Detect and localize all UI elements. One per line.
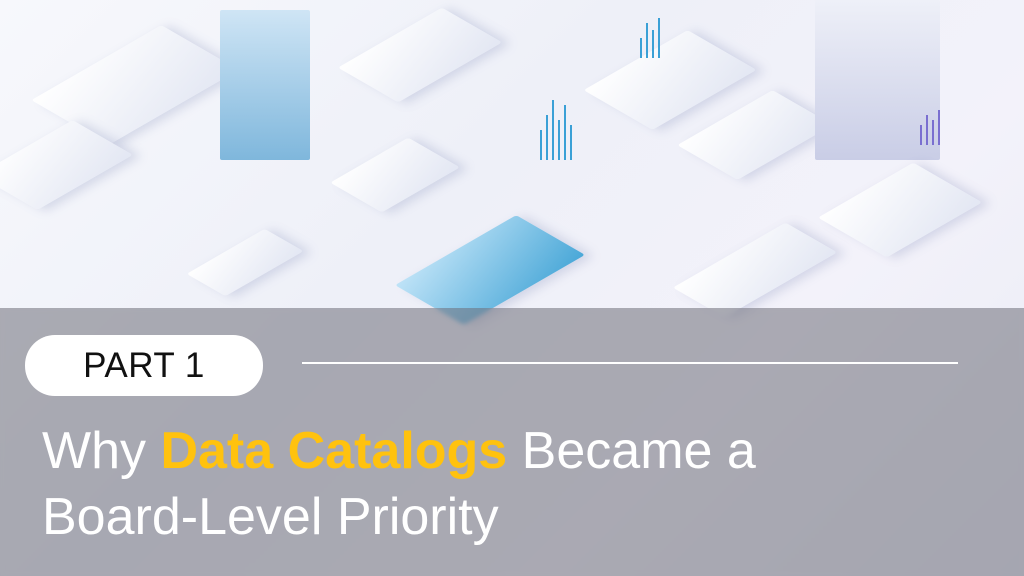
- bar-graphic: [920, 110, 940, 145]
- illustration-tile: [672, 222, 838, 318]
- illustration-panel: [815, 0, 940, 160]
- part-badge: PART 1: [25, 335, 263, 396]
- illustration-tile: [817, 162, 983, 258]
- divider-line: [302, 362, 958, 364]
- illustration-tile: [330, 137, 460, 213]
- part-label: PART 1: [83, 345, 205, 385]
- bar-graphic: [540, 100, 572, 160]
- title-highlight: Data Catalogs: [160, 422, 508, 480]
- illustration-tile: [186, 228, 304, 297]
- title-text: Why: [42, 422, 161, 480]
- title-text: Became a: [507, 422, 756, 480]
- banner-title: Why Data Catalogs Became a Board-Level P…: [42, 418, 1002, 550]
- title-line2: Board-Level Priority: [42, 488, 499, 546]
- bar-graphic: [640, 18, 660, 58]
- illustration-tile: [337, 7, 503, 103]
- illustration-panel: [220, 10, 310, 160]
- illustration-tile: [677, 90, 833, 180]
